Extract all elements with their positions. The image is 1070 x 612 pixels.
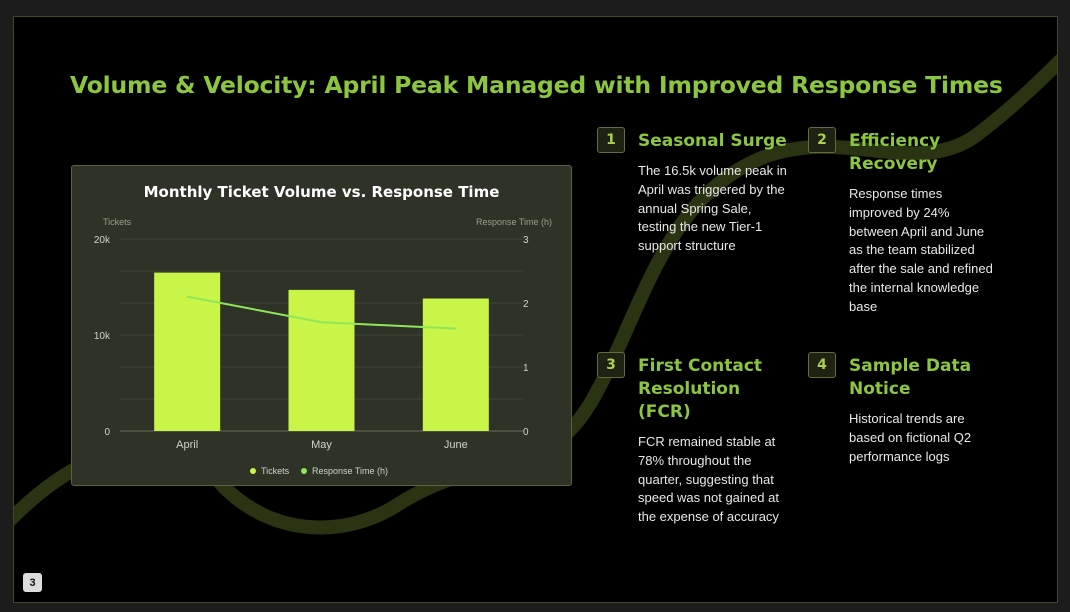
- y-tick-left: 0: [104, 427, 110, 438]
- bar: [288, 289, 355, 431]
- chart-panel: Monthly Ticket Volume vs. Response Time …: [71, 165, 572, 486]
- y-tick-right: 3: [523, 235, 529, 246]
- insight-card-3: 3 First Contact Resolution (FCR) FCR rem…: [597, 352, 787, 527]
- card-title: Efficiency Recovery: [849, 131, 941, 174]
- card-body: FCR remained stable at 78% throughout th…: [638, 434, 779, 525]
- bar-series-tickets: [154, 272, 489, 431]
- legend-label-tickets: Tickets: [261, 466, 290, 476]
- legend-label-response-time: Response Time (h): [312, 466, 388, 476]
- slide-title: Volume & Velocity: April Peak Managed wi…: [70, 71, 1003, 99]
- legend-swatch-response-time: [301, 468, 307, 474]
- x-tick-label: May: [311, 439, 332, 451]
- response-time-line: [186, 295, 456, 330]
- chart-legend: Tickets Response Time (h): [250, 466, 388, 476]
- legend-swatch-tickets: [250, 468, 256, 474]
- y-tick-left: 10k: [94, 331, 111, 342]
- card-number-badge: 3: [597, 352, 625, 378]
- card-title: First Contact Resolution (FCR): [638, 356, 763, 422]
- slide: Volume & Velocity: April Peak Managed wi…: [13, 16, 1058, 603]
- card-title: Seasonal Surge: [638, 131, 787, 151]
- card-number-badge: 4: [808, 352, 836, 378]
- y-axis-label-left: Tickets: [103, 217, 132, 227]
- axis-ticks: 0 10k 20k 0 1 2 3 April May June: [94, 235, 529, 451]
- chart-title: Monthly Ticket Volume vs. Response Time: [144, 183, 500, 201]
- line-series-response-time: [186, 295, 456, 330]
- insight-card-4: 4 Sample Data Notice Historical trends a…: [808, 352, 998, 466]
- card-number-badge: 1: [597, 127, 625, 153]
- bar: [154, 272, 221, 431]
- x-tick-label: April: [176, 439, 198, 451]
- card-number-badge: 2: [808, 127, 836, 153]
- combo-chart: Monthly Ticket Volume vs. Response Time …: [94, 183, 552, 476]
- y-tick-right: 1: [523, 363, 529, 374]
- card-body: The 16.5k volume peak in April was trigg…: [638, 163, 787, 254]
- card-title: Sample Data Notice: [849, 356, 972, 399]
- y-tick-right: 0: [523, 427, 529, 438]
- card-body: Historical trends are based on fictional…: [849, 411, 972, 464]
- y-tick-left: 20k: [94, 235, 111, 246]
- x-tick-label: June: [444, 439, 468, 451]
- y-axis-label-right: Response Time (h): [476, 217, 552, 227]
- page-number-badge: 3: [23, 573, 42, 592]
- insight-card-2: 2 Efficiency Recovery Response times imp…: [808, 127, 998, 317]
- card-body: Response times improved by 24% between A…: [849, 186, 993, 314]
- bar: [422, 298, 489, 431]
- insight-card-1: 1 Seasonal Surge The 16.5k volume peak i…: [597, 127, 787, 256]
- y-tick-right: 2: [523, 299, 529, 310]
